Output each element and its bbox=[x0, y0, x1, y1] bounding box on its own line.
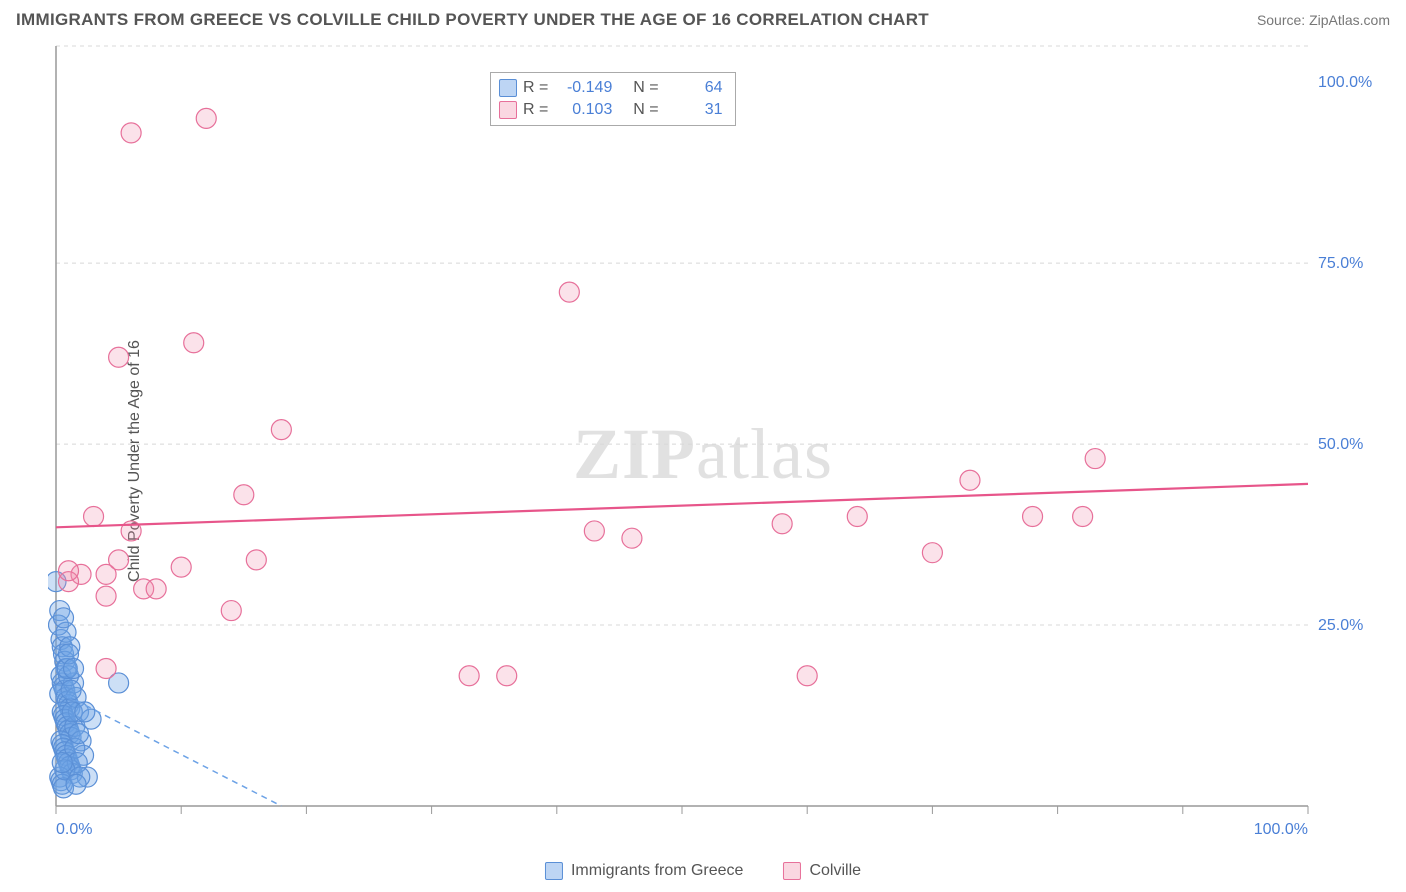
data-point bbox=[59, 561, 79, 581]
data-point bbox=[459, 666, 479, 686]
data-point bbox=[271, 420, 291, 440]
data-point bbox=[847, 506, 867, 526]
data-point bbox=[121, 123, 141, 143]
svg-text:25.0%: 25.0% bbox=[1318, 617, 1363, 634]
data-point bbox=[584, 521, 604, 541]
data-point bbox=[96, 586, 116, 606]
stats-row: R =0.103 N =31 bbox=[499, 99, 723, 121]
legend-item: Immigrants from Greece bbox=[545, 862, 743, 880]
data-point bbox=[96, 658, 116, 678]
data-point bbox=[52, 753, 72, 773]
legend-swatch-icon bbox=[783, 862, 801, 880]
svg-text:100.0%: 100.0% bbox=[1254, 821, 1308, 838]
scatter-plot-svg: 25.0% 50.0% 75.0% 100.0% 0.0% 100.0% bbox=[48, 36, 1388, 846]
svg-text:100.0%: 100.0% bbox=[1318, 74, 1372, 91]
data-point bbox=[246, 550, 266, 570]
legend-swatch-icon bbox=[545, 862, 563, 880]
data-point bbox=[184, 333, 204, 353]
data-point bbox=[622, 528, 642, 548]
chart-area: Child Poverty Under the Age of 16 ZIPatl… bbox=[0, 36, 1406, 886]
correlation-stats-box: R =-0.149 N =64 R =0.103 N =31 bbox=[490, 72, 736, 126]
data-point bbox=[221, 601, 241, 621]
data-point bbox=[1073, 506, 1093, 526]
data-point bbox=[69, 724, 89, 744]
data-point bbox=[1023, 506, 1043, 526]
stats-row: R =-0.149 N =64 bbox=[499, 77, 723, 99]
data-point bbox=[109, 550, 129, 570]
data-point bbox=[234, 485, 254, 505]
data-point bbox=[1085, 449, 1105, 469]
legend-swatch-icon bbox=[499, 79, 517, 97]
data-point bbox=[75, 702, 95, 722]
data-point bbox=[64, 658, 84, 678]
source-label: Source: ZipAtlas.com bbox=[1257, 12, 1390, 28]
data-point bbox=[196, 108, 216, 128]
data-point bbox=[559, 282, 579, 302]
svg-text:75.0%: 75.0% bbox=[1318, 255, 1363, 272]
data-point bbox=[146, 579, 166, 599]
svg-text:50.0%: 50.0% bbox=[1318, 436, 1363, 453]
data-point bbox=[497, 666, 517, 686]
data-point bbox=[84, 506, 104, 526]
data-point bbox=[171, 557, 191, 577]
data-point bbox=[109, 347, 129, 367]
data-point bbox=[772, 514, 792, 534]
series-legend: Immigrants from Greece Colville bbox=[545, 862, 861, 880]
data-point bbox=[960, 470, 980, 490]
data-point bbox=[66, 774, 86, 794]
legend-swatch-icon bbox=[499, 101, 517, 119]
svg-text:0.0%: 0.0% bbox=[56, 821, 92, 838]
data-point bbox=[54, 608, 74, 628]
data-point bbox=[797, 666, 817, 686]
legend-item: Colville bbox=[783, 862, 861, 880]
chart-header: IMMIGRANTS FROM GREECE VS COLVILLE CHILD… bbox=[0, 0, 1406, 36]
chart-title: IMMIGRANTS FROM GREECE VS COLVILLE CHILD… bbox=[16, 10, 929, 30]
data-point bbox=[922, 543, 942, 563]
